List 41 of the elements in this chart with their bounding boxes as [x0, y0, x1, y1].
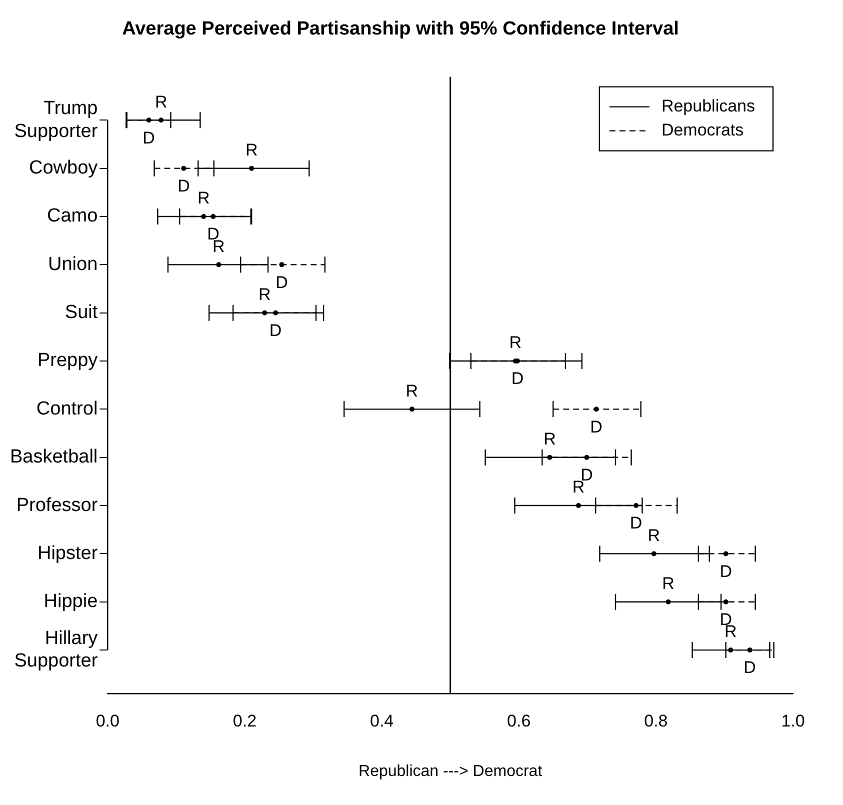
y-tick-label: Union — [48, 254, 98, 275]
data-label: D — [720, 562, 732, 581]
x-tick-label: 0.8 — [644, 711, 668, 730]
data-label: R — [648, 526, 660, 545]
y-tick-label: Trump Supporter — [14, 98, 98, 142]
y-tick-label: Hipster — [37, 542, 98, 564]
data-label: R — [154, 92, 168, 112]
data-label: D — [178, 176, 190, 196]
data-label: D — [744, 658, 756, 678]
data-label: R — [406, 381, 418, 400]
data-label: R — [544, 430, 556, 449]
data-label: D — [590, 417, 602, 436]
data-label: D — [511, 369, 524, 388]
data-label: D — [276, 272, 288, 292]
x-tick-label: 0.2 — [232, 711, 257, 730]
data-label: R — [245, 140, 258, 160]
data-label: D — [630, 514, 642, 533]
y-tick-label: Preppy — [37, 350, 98, 372]
y-tick-label: Camo — [46, 206, 98, 227]
y-tick-label: Hippie — [44, 591, 98, 612]
y-tick-label: Control — [36, 398, 98, 420]
y-tick-label: Professor — [16, 494, 98, 516]
data-label: R — [509, 333, 522, 352]
x-axis-title: Republican ---> Democrat — [358, 762, 543, 780]
data-label: D — [269, 321, 282, 340]
point — [723, 599, 728, 604]
y-tick-label: Suit — [64, 302, 98, 324]
y-tick-label: Hillary Supporter — [14, 628, 98, 672]
data-label: R — [258, 285, 271, 304]
x-tick-label: 0.0 — [96, 711, 120, 730]
y-tick-label: Basketball — [10, 446, 98, 468]
x-tick-label: 0.4 — [370, 711, 394, 730]
x-tick-label: 1.0 — [781, 711, 805, 730]
x-tick-label: 0.6 — [507, 711, 531, 730]
data-label: R — [197, 188, 210, 208]
y-tick-label: Cowboy — [29, 158, 98, 179]
legend-label: Democrats — [661, 120, 744, 140]
legend-label: Republicans — [661, 96, 756, 116]
data-label: D — [142, 128, 155, 148]
chart-title: Average Perceived Partisanship with 95% Confidence Interval — [122, 18, 679, 40]
data-label: R — [662, 574, 674, 594]
